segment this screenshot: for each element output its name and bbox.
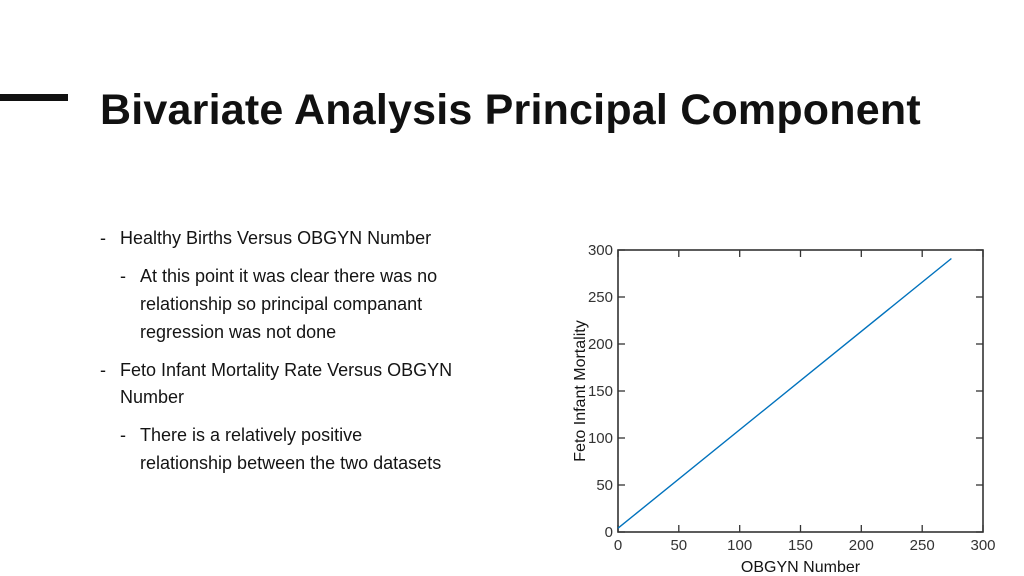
svg-text:150: 150 [788, 537, 813, 554]
svg-text:0: 0 [614, 537, 622, 554]
svg-text:150: 150 [588, 383, 613, 400]
svg-text:Feto Infant Mortality: Feto Infant Mortality [572, 320, 589, 461]
svg-text:250: 250 [910, 537, 935, 554]
svg-text:300: 300 [588, 242, 613, 259]
svg-text:OBGYN Number: OBGYN Number [741, 559, 861, 576]
svg-text:250: 250 [588, 289, 613, 306]
svg-text:200: 200 [849, 537, 874, 554]
svg-text:0: 0 [605, 524, 613, 541]
svg-text:100: 100 [727, 537, 752, 554]
svg-text:300: 300 [970, 537, 995, 554]
svg-text:200: 200 [588, 336, 613, 353]
svg-text:50: 50 [596, 477, 613, 494]
svg-text:100: 100 [588, 430, 613, 447]
svg-text:50: 50 [670, 537, 687, 554]
